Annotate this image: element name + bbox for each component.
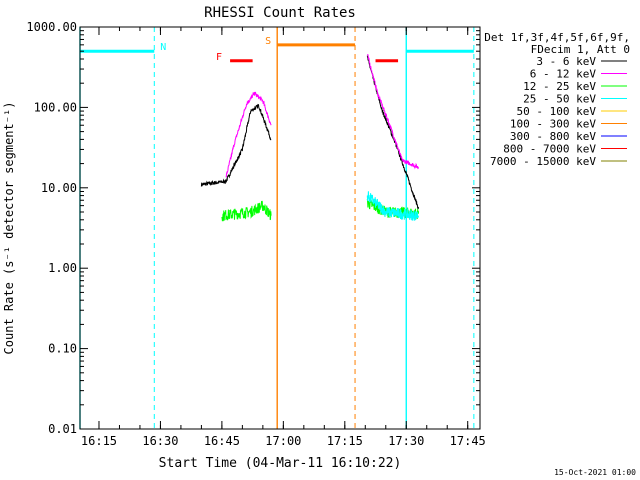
- legend-entry-label-7: 300 - 800 keV: [510, 130, 596, 143]
- legend-entry-label-9: 7000 - 15000 keV: [490, 155, 596, 168]
- x-tick-label-6: 17:45: [450, 434, 486, 448]
- y-tick-label-1: 0.10: [48, 342, 77, 356]
- y-tick-label-2: 1.00: [48, 261, 77, 275]
- legend-entry-label-6: 100 - 300 keV: [510, 118, 596, 131]
- annotation-f-label: F: [216, 52, 222, 63]
- legend-entry-label-3: 12 - 25 keV: [523, 80, 596, 93]
- series-line-4-part-4: [366, 191, 419, 221]
- y-tick-label-5: 1000.00: [26, 20, 77, 34]
- legend-entry-label-2: 6 - 12 keV: [530, 68, 597, 81]
- y-tick-label-4: 100.00: [34, 100, 77, 114]
- annotation-s-label: S: [265, 36, 271, 47]
- legend-entry-label-1: 3 - 6 keV: [536, 55, 596, 68]
- x-tick-label-2: 16:45: [204, 434, 240, 448]
- legend-entry-label-5: 50 - 100 keV: [517, 105, 597, 118]
- plot-area: N S F 0.01 0.10 1.00 10.00 100.00 1000.00 16:15 16…: [26, 20, 627, 448]
- x-tick-label-5: 17:30: [388, 434, 424, 448]
- chart-title: RHESSI Count Rates: [204, 5, 356, 21]
- x-tick-label-4: 17:15: [327, 434, 363, 448]
- footer-timestamp: 15-Oct-2021 01:00: [554, 468, 636, 477]
- x-tick-label-3: 17:00: [265, 434, 301, 448]
- plot-frame: [79, 26, 481, 430]
- annotation-n-label: N: [160, 42, 166, 53]
- series-line-1-part-2: [200, 103, 272, 187]
- x-tick-label-1: 16:30: [142, 434, 178, 448]
- series-line-2-part-2: [225, 91, 272, 178]
- legend-header-line-1: Det 1f,3f,4f,5f,6f,9f,: [484, 31, 630, 44]
- x-tick-label-0: 16:15: [81, 434, 117, 448]
- series-line-2-part-3: [367, 53, 419, 170]
- legend-header-line-2: FDecim 1, Att 0: [531, 43, 630, 56]
- series-line-3-part-2: [221, 200, 272, 222]
- y-tick-label-0: 0.01: [48, 422, 77, 436]
- x-axis-label: Start Time (04-Mar-11 16:10:22): [159, 456, 402, 471]
- y-axis-label: Count Rate (s⁻¹ detector segment⁻¹): [2, 102, 16, 355]
- y-tick-label-3: 10.00: [41, 181, 77, 195]
- legend-entry-label-4: 25 - 50 keV: [523, 93, 596, 106]
- legend-entry-label-8: 800 - 7000 keV: [503, 143, 596, 156]
